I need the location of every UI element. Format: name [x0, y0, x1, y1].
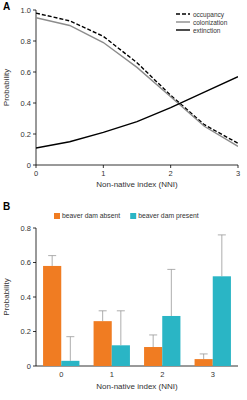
error-bar — [52, 256, 53, 266]
line-series — [36, 77, 238, 148]
x-tick-label: 2 — [169, 169, 173, 178]
y-tick-label: 0.6 — [21, 258, 31, 267]
x-tick — [238, 165, 239, 168]
x-tick — [36, 165, 37, 168]
y-tick — [33, 262, 36, 263]
error-bar — [102, 311, 103, 321]
y-tick — [33, 72, 36, 73]
y-tick-label: 0.6 — [21, 68, 31, 77]
y-tick-label: 0 — [27, 161, 31, 170]
plot-area — [43, 235, 231, 366]
bar — [61, 361, 79, 366]
y-tick-label: 0 — [27, 362, 31, 371]
legend-swatch — [176, 21, 190, 22]
panel-label: B — [3, 201, 10, 212]
error-bar — [153, 335, 154, 347]
y-tick-label: 0.4 — [21, 293, 31, 302]
x-tick-label: 3 — [211, 370, 215, 379]
y-tick-label: 0.2 — [21, 327, 31, 336]
legend-swatch — [176, 13, 190, 14]
error-cap — [99, 310, 107, 311]
y-tick — [33, 103, 36, 104]
x-tick-label: 2 — [160, 370, 164, 379]
error-cap — [66, 336, 74, 337]
y-axis-line — [36, 10, 37, 165]
x-axis-label: Non-native index (NNI) — [96, 180, 178, 189]
legend-label: beaver dam absent — [62, 212, 120, 219]
y-tick-label: 0.2 — [21, 130, 31, 139]
y-tick — [33, 10, 36, 11]
x-axis-label: Non-native index (NNI) — [96, 382, 178, 391]
y-tick — [33, 331, 36, 332]
x-tick-label: 3 — [236, 169, 240, 178]
x-tick-label: 1 — [101, 169, 105, 178]
bar — [144, 347, 162, 366]
bar — [112, 345, 130, 366]
error-cap — [117, 310, 125, 311]
bar — [94, 321, 112, 366]
x-tick-label: 1 — [110, 370, 114, 379]
legend-label: beaver dam present — [138, 212, 199, 220]
y-tick — [33, 366, 36, 367]
x-tick — [103, 165, 104, 168]
x-axis-line — [36, 165, 238, 166]
legend-swatch — [54, 213, 60, 219]
legend-label: colonization — [193, 19, 228, 26]
error-bar — [203, 354, 204, 359]
y-tick — [33, 165, 36, 166]
y-axis-label: Probability — [2, 69, 11, 106]
error-cap — [167, 269, 175, 270]
x-tick-label: 0 — [59, 370, 63, 379]
y-tick-label: 0.8 — [21, 37, 31, 46]
error-bar — [70, 337, 71, 361]
error-bar — [120, 311, 121, 346]
y-tick — [33, 297, 36, 298]
bar — [43, 266, 61, 366]
error-bar — [221, 235, 222, 276]
plot-area — [36, 13, 238, 148]
y-tick — [33, 228, 36, 229]
error-cap — [48, 255, 56, 256]
y-tick-label: 0.8 — [21, 224, 31, 233]
line-series — [36, 18, 238, 147]
bar — [162, 316, 180, 366]
error-cap — [149, 334, 157, 335]
legend-label: extinction — [193, 27, 221, 34]
error-cap — [200, 353, 208, 354]
legend-label: occupancy — [193, 11, 225, 19]
x-tick — [170, 165, 171, 168]
legend-swatch — [130, 213, 136, 219]
y-tick — [33, 41, 36, 42]
y-tick — [33, 134, 36, 135]
x-tick-label: 0 — [34, 169, 38, 178]
bar — [213, 276, 231, 366]
legend-swatch — [176, 29, 190, 30]
y-axis-label: Probability — [2, 278, 11, 315]
error-bar — [171, 269, 172, 316]
bar — [195, 359, 213, 366]
line-series — [36, 13, 238, 143]
y-tick-label: 0.4 — [21, 99, 31, 108]
error-cap — [218, 234, 226, 235]
figure: A 0 0.2 0.4 0.6 0.8 1.0 Probability 0 1 2 3 Non-nati… — [0, 0, 247, 400]
y-tick-label: 1.0 — [21, 6, 31, 15]
panel-label: A — [3, 1, 10, 12]
